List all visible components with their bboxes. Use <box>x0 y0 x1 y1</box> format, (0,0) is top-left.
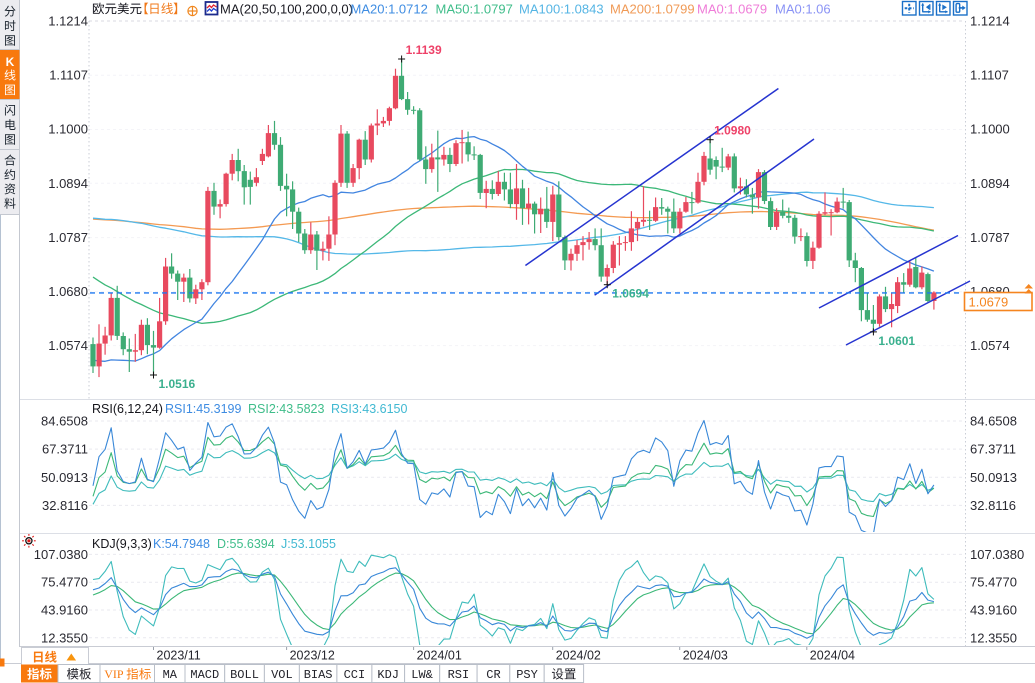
svg-text:1.0680: 1.0680 <box>48 284 88 299</box>
svg-text:K:54.7948: K:54.7948 <box>153 537 210 551</box>
svg-text:MA0:1.06: MA0:1.06 <box>775 2 831 17</box>
svg-text:1.0980: 1.0980 <box>714 124 751 138</box>
svg-text:K: K <box>6 55 15 69</box>
svg-text:12.3550: 12.3550 <box>970 630 1017 645</box>
svg-text:KDJ(9,3,3): KDJ(9,3,3) <box>92 537 152 551</box>
svg-text:MA20:1.0712: MA20:1.0712 <box>351 2 428 17</box>
svg-text:32.8116: 32.8116 <box>42 498 88 513</box>
svg-text:VOL: VOL <box>271 668 293 682</box>
svg-text:MA(20,50,100,200,0,0): MA(20,50,100,200,0,0) <box>220 2 353 17</box>
svg-text:2024/04: 2024/04 <box>810 649 855 663</box>
svg-text:1.0694: 1.0694 <box>612 287 649 301</box>
svg-text:BIAS: BIAS <box>304 668 333 682</box>
svg-text:RSI(6,12,24): RSI(6,12,24) <box>92 402 163 416</box>
svg-text:1.1107: 1.1107 <box>970 68 1009 83</box>
svg-text:32.8116: 32.8116 <box>970 498 1016 513</box>
svg-text:RSI1:45.3199: RSI1:45.3199 <box>165 402 241 416</box>
svg-text:75.4770: 75.4770 <box>41 575 88 590</box>
svg-text:107.0380: 107.0380 <box>970 547 1024 562</box>
svg-text:50.0913: 50.0913 <box>970 470 1017 485</box>
svg-text:1.1000: 1.1000 <box>970 122 1010 137</box>
svg-text:1.1214: 1.1214 <box>970 14 1010 29</box>
svg-text:CCI: CCI <box>344 668 366 682</box>
svg-text:KDJ: KDJ <box>377 668 399 682</box>
svg-text:1.1000: 1.1000 <box>48 122 88 137</box>
svg-text:67.3711: 67.3711 <box>970 442 1016 457</box>
svg-text:43.9160: 43.9160 <box>970 603 1017 618</box>
svg-text:1.0894: 1.0894 <box>48 176 88 191</box>
svg-text:MA0:1.0679: MA0:1.0679 <box>697 2 767 17</box>
svg-text:PSY: PSY <box>516 668 538 682</box>
svg-text:D:55.6394: D:55.6394 <box>217 537 275 551</box>
svg-text:MA50:1.0797: MA50:1.0797 <box>436 2 513 17</box>
svg-text:RSI2:43.5823: RSI2:43.5823 <box>248 402 324 416</box>
svg-text:BOLL: BOLL <box>230 668 259 682</box>
svg-text:2023/12: 2023/12 <box>290 649 335 663</box>
svg-text:50.0913: 50.0913 <box>41 470 88 485</box>
svg-text:RSI: RSI <box>448 668 470 682</box>
svg-text:MA: MA <box>163 668 178 682</box>
svg-text:VIP: VIP <box>104 667 124 681</box>
svg-text:2023/11: 2023/11 <box>157 649 201 663</box>
svg-text:CR: CR <box>486 668 500 682</box>
svg-text:1.0679: 1.0679 <box>969 295 1009 310</box>
svg-text:1.1107: 1.1107 <box>49 68 88 83</box>
svg-text:RSI3:43.6150: RSI3:43.6150 <box>331 402 407 416</box>
svg-text:2024/03: 2024/03 <box>683 649 728 663</box>
svg-text:1.1139: 1.1139 <box>406 43 442 57</box>
svg-text:J:53.1055: J:53.1055 <box>281 537 336 551</box>
svg-text:MACD: MACD <box>190 668 219 682</box>
svg-text:84.6508: 84.6508 <box>41 414 88 429</box>
svg-text:MA100:1.0843: MA100:1.0843 <box>519 2 604 17</box>
svg-text:MA200:1.0799: MA200:1.0799 <box>610 2 695 17</box>
svg-text:1.1214: 1.1214 <box>48 14 88 29</box>
svg-text:1.0787: 1.0787 <box>48 230 88 245</box>
svg-text:1.0894: 1.0894 <box>970 176 1010 191</box>
svg-text:1.0787: 1.0787 <box>970 230 1010 245</box>
svg-text:12.3550: 12.3550 <box>41 630 88 645</box>
svg-text:107.0380: 107.0380 <box>34 547 88 562</box>
svg-text:1.0574: 1.0574 <box>48 338 88 353</box>
svg-text:1.0574: 1.0574 <box>970 338 1010 353</box>
svg-text:2024/02: 2024/02 <box>556 649 601 663</box>
svg-text:LW&: LW& <box>411 668 433 682</box>
svg-text:75.4770: 75.4770 <box>970 575 1017 590</box>
svg-text:84.6508: 84.6508 <box>970 414 1017 429</box>
svg-text:2024/01: 2024/01 <box>417 649 462 663</box>
svg-text:1.0601: 1.0601 <box>878 334 915 348</box>
svg-text:1.0516: 1.0516 <box>159 377 196 391</box>
svg-text:67.3711: 67.3711 <box>42 442 88 457</box>
svg-text:43.9160: 43.9160 <box>41 603 88 618</box>
